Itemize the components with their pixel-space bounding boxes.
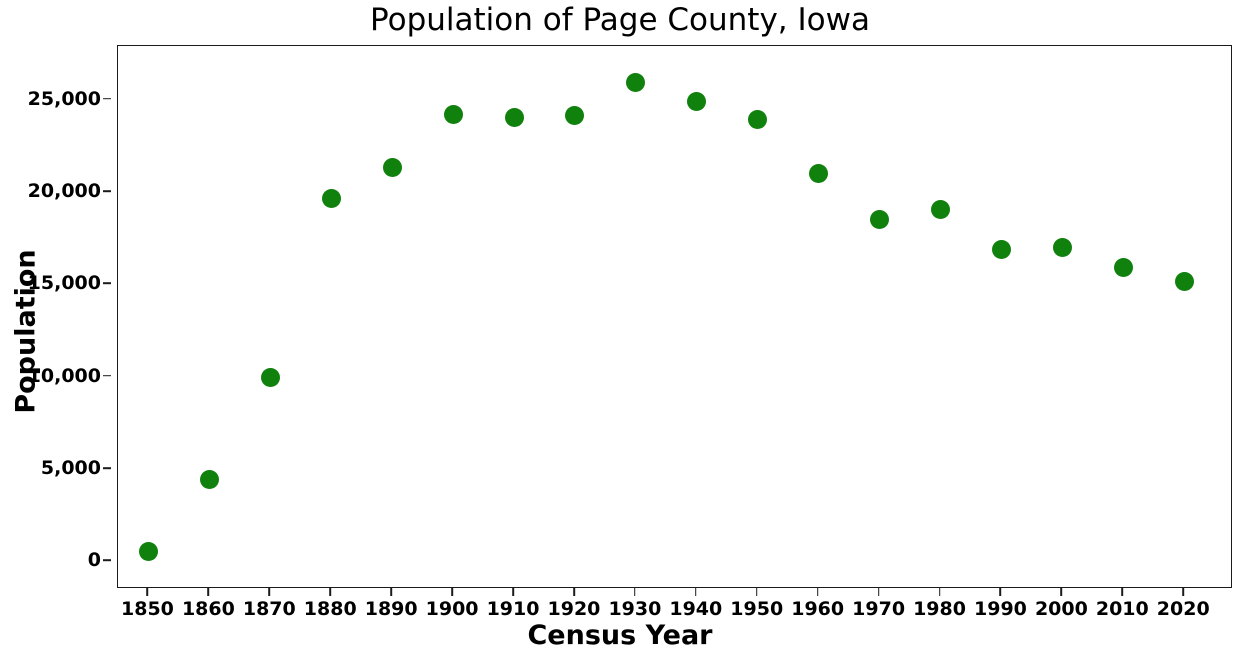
data-point xyxy=(504,108,524,128)
data-point xyxy=(443,105,463,125)
data-point xyxy=(991,240,1011,260)
y-tick-mark xyxy=(103,559,111,562)
data-point xyxy=(626,73,646,93)
x-tick-label: 1910 xyxy=(486,598,540,620)
chart-title: Population of Page County, Iowa xyxy=(370,2,870,38)
x-tick-mark xyxy=(329,588,332,596)
y-axis-label: Population xyxy=(10,249,42,414)
x-tick-mark xyxy=(877,588,880,596)
plot-area xyxy=(117,45,1232,588)
data-point xyxy=(687,92,707,112)
x-tick-label: 2010 xyxy=(1095,598,1149,620)
data-point xyxy=(138,541,158,561)
x-tick-mark xyxy=(512,588,514,596)
y-tick-mark xyxy=(103,190,111,192)
y-tick-label: 0 xyxy=(87,549,101,572)
x-tick-label: 1900 xyxy=(425,598,479,620)
y-tick-mark xyxy=(103,374,111,377)
y-tick-label: 10,000 xyxy=(27,364,101,387)
x-tick-mark xyxy=(999,588,1002,596)
x-tick-label: 1950 xyxy=(730,598,784,620)
x-tick-label: 2000 xyxy=(1034,598,1088,620)
data-point xyxy=(748,109,768,129)
x-tick-label: 1960 xyxy=(791,598,845,620)
x-tick-mark xyxy=(268,588,271,596)
x-tick-mark xyxy=(390,588,392,596)
x-tick-label: 1980 xyxy=(913,598,966,620)
x-tick-mark xyxy=(938,588,941,596)
x-tick-label: 1920 xyxy=(547,598,601,620)
x-tick-label: 1860 xyxy=(181,598,235,620)
x-tick-label: 2020 xyxy=(1156,598,1210,620)
y-axis: 0 5,000 10,000 15,000 20,000 25,000 xyxy=(0,0,117,657)
x-tick-label: 1850 xyxy=(121,598,174,620)
data-point xyxy=(565,106,585,125)
y-tick-mark xyxy=(103,467,111,469)
x-axis: 1850 1860 1870 1880 1890 1900 1910 1920 1930 1940… xyxy=(0,588,1240,657)
y-tick-mark xyxy=(103,282,111,285)
x-tick-label: 1890 xyxy=(364,598,418,620)
x-tick-mark xyxy=(1121,588,1124,596)
x-tick-mark xyxy=(573,588,575,596)
x-tick-mark xyxy=(1182,588,1185,596)
data-point xyxy=(199,470,219,490)
x-tick-mark xyxy=(1060,588,1063,596)
x-tick-mark xyxy=(634,588,636,596)
data-point xyxy=(382,157,402,177)
y-tick-label: 15,000 xyxy=(27,272,101,295)
x-tick-mark xyxy=(207,588,210,596)
x-tick-label: 1870 xyxy=(242,598,296,620)
x-tick-label: 1940 xyxy=(669,598,723,620)
data-point xyxy=(260,367,280,387)
x-tick-mark xyxy=(451,588,453,596)
y-tick-label: 25,000 xyxy=(27,87,101,110)
x-tick-label: 1880 xyxy=(303,598,357,620)
data-point xyxy=(931,199,951,219)
y-tick-mark xyxy=(103,97,111,100)
data-point xyxy=(809,163,829,183)
x-tick-label: 1930 xyxy=(608,598,662,620)
data-point xyxy=(870,209,890,229)
data-point xyxy=(1174,271,1194,291)
x-tick-mark xyxy=(146,588,149,596)
x-tick-mark xyxy=(816,588,819,596)
scatter-series xyxy=(118,46,1231,587)
data-point xyxy=(321,188,341,208)
x-axis-label: Census Year xyxy=(527,620,713,651)
data-point xyxy=(1113,257,1133,277)
x-tick-label: 1970 xyxy=(852,598,906,620)
data-point xyxy=(1052,238,1072,258)
x-tick-mark xyxy=(695,588,697,596)
x-tick-label: 1990 xyxy=(974,598,1027,620)
y-tick-label: 20,000 xyxy=(27,179,101,202)
y-tick-label: 5,000 xyxy=(40,456,101,479)
x-tick-mark xyxy=(755,588,758,596)
